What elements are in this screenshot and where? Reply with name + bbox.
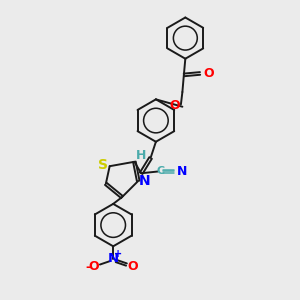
Text: N: N (139, 174, 151, 188)
Text: C: C (156, 167, 164, 176)
Text: S: S (98, 158, 108, 172)
Text: O: O (169, 99, 180, 112)
Text: +: + (114, 249, 123, 259)
Text: N: N (177, 165, 188, 178)
Text: H: H (136, 149, 146, 162)
Text: -: - (85, 261, 91, 274)
Text: O: O (203, 67, 214, 80)
Text: O: O (128, 260, 138, 273)
Text: N: N (108, 252, 119, 265)
Text: O: O (88, 260, 99, 273)
